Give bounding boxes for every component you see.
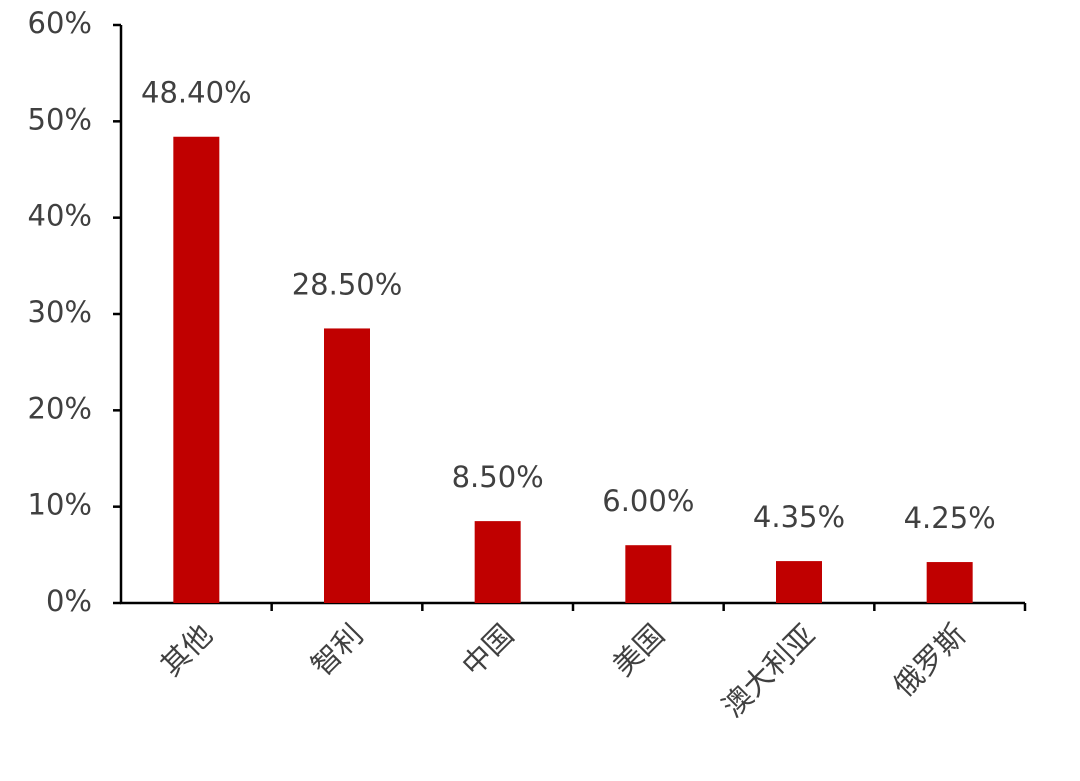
y-tick-label: 40%	[28, 199, 92, 233]
x-tick-label: 俄罗斯	[887, 618, 973, 704]
bar	[474, 521, 521, 603]
value-label: 28.50%	[292, 267, 403, 301]
y-tick-label: 30%	[28, 295, 92, 329]
y-tick-label: 60%	[28, 6, 92, 40]
bar	[625, 545, 672, 603]
y-tick-label: 0%	[46, 584, 92, 618]
value-label: 6.00%	[602, 484, 694, 518]
bar	[776, 561, 822, 603]
y-tick-label: 10%	[28, 488, 92, 522]
value-label: 4.25%	[904, 501, 996, 535]
x-tick-label: 美国	[606, 618, 671, 683]
x-tick-label: 智利	[305, 618, 370, 683]
bar	[324, 328, 370, 603]
value-label: 4.35%	[753, 500, 845, 534]
y-tick-label: 20%	[28, 391, 92, 425]
x-tick-label: 其他	[154, 618, 219, 683]
y-tick-label: 50%	[28, 102, 92, 136]
bar	[926, 562, 973, 603]
bar	[173, 136, 220, 603]
value-label: 8.50%	[452, 460, 544, 494]
x-tick-label: 澳大利亚	[716, 618, 822, 724]
value-label: 48.40%	[141, 76, 252, 110]
x-tick-label: 中国	[455, 618, 520, 683]
